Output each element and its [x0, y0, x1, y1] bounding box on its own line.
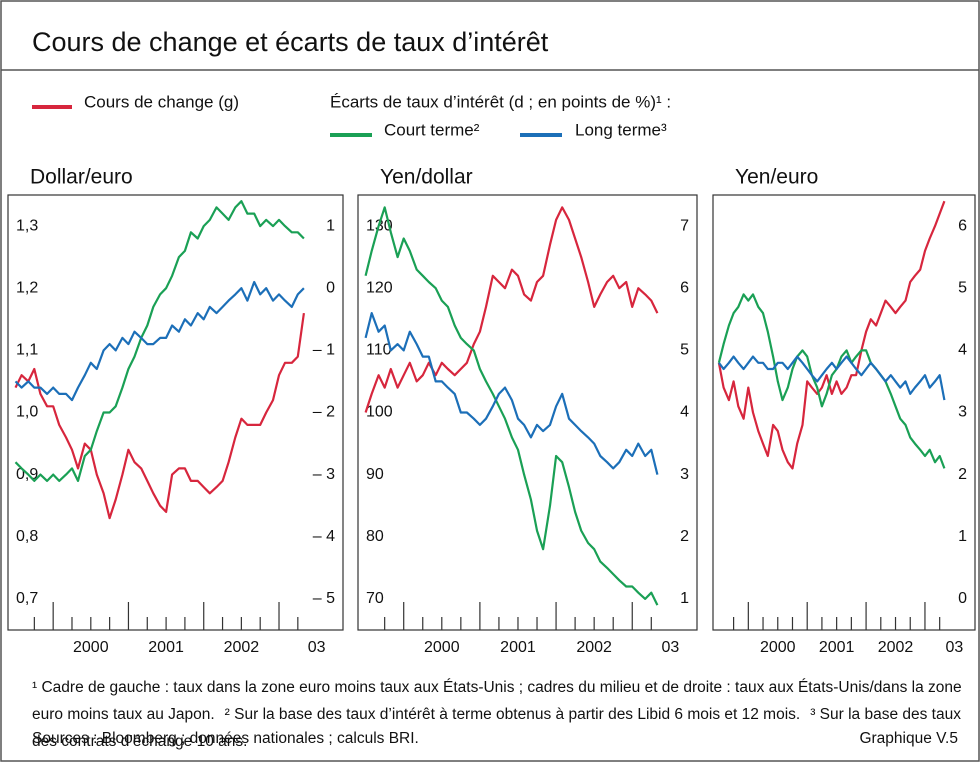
x-tick-label: 2002 — [224, 639, 260, 656]
y2-tick-label: – 4 — [313, 528, 335, 545]
y-tick-label: 70 — [366, 590, 384, 607]
legend-label: Court terme² — [384, 120, 480, 139]
legend-heading: Écarts de taux d’intérêt (d ; en points … — [330, 92, 671, 111]
chart-title: Cours de change et écarts de taux d’inté… — [32, 27, 549, 57]
y-tick-label: 1,1 — [16, 342, 38, 359]
y-tick-label: 1,0 — [16, 404, 38, 421]
footnote: ² Sur la base des taux d’intérêt à terme… — [224, 706, 801, 723]
y2-tick-label: 2 — [958, 466, 967, 483]
figure-label: Graphique V.5 — [859, 730, 958, 747]
y-tick-label: 110 — [366, 342, 392, 359]
x-tick-label: 2001 — [500, 639, 536, 656]
panel-title: Yen/euro — [735, 166, 818, 189]
x-tick-label: 2000 — [424, 639, 460, 656]
y-tick-label: 120 — [366, 279, 393, 296]
x-tick-label: 03 — [661, 639, 679, 656]
y-tick-label: 100 — [366, 404, 393, 421]
panel-title: Yen/dollar — [380, 166, 473, 189]
footnote: ¹ Cadre de gauche : taux dans la zone eu… — [32, 679, 962, 723]
y-tick-label: 1,3 — [16, 217, 38, 234]
y-tick-label: 1,2 — [16, 279, 38, 296]
y2-tick-label: 4 — [958, 342, 967, 359]
y-tick-label: 90 — [366, 466, 384, 483]
panel — [357, 194, 698, 631]
y2-tick-label: 2 — [680, 528, 689, 545]
y2-tick-label: 6 — [680, 279, 689, 296]
series-line — [364, 312, 659, 475]
y2-tick-label: 0 — [326, 279, 335, 296]
y2-tick-label: 7 — [680, 217, 689, 234]
series-line — [718, 355, 946, 401]
y-tick-label: 80 — [366, 528, 384, 545]
y2-tick-label: 3 — [680, 466, 689, 483]
series-line — [717, 200, 946, 470]
x-tick-label: 03 — [308, 639, 326, 656]
panel — [7, 194, 344, 631]
x-tick-label: 03 — [945, 639, 963, 656]
y2-tick-label: – 2 — [313, 404, 335, 421]
x-tick-label: 2000 — [760, 639, 796, 656]
legend-label: Long terme³ — [575, 120, 667, 139]
y2-tick-label: – 1 — [313, 342, 335, 359]
series-line — [364, 206, 659, 606]
y2-tick-label: – 5 — [313, 590, 335, 607]
y2-tick-label: 5 — [958, 279, 967, 296]
x-tick-label: 2000 — [73, 639, 109, 656]
series-line — [364, 206, 659, 413]
y2-tick-label: – 3 — [313, 466, 335, 483]
footnotes: ¹ Cadre de gauche : taux dans la zone eu… — [32, 674, 967, 755]
y2-tick-label: 6 — [958, 217, 967, 234]
series-line — [14, 200, 305, 482]
x-tick-label: 2002 — [878, 639, 914, 656]
y2-tick-label: 1 — [958, 528, 967, 545]
y-tick-label: 0,8 — [16, 528, 38, 545]
x-tick-label: 2001 — [148, 639, 184, 656]
legend-label: Cours de change (g) — [84, 92, 239, 111]
y-tick-label: 0,7 — [16, 590, 38, 607]
footnote: ³ Sur la base des taux des contrats d’éc… — [32, 706, 961, 750]
series-line — [14, 312, 305, 520]
sources: Sources : Bloomberg ; données nationales… — [32, 730, 419, 747]
y2-tick-label: 4 — [680, 404, 689, 421]
y2-tick-label: 0 — [958, 590, 967, 607]
panel — [712, 194, 976, 631]
x-tick-label: 2002 — [576, 639, 612, 656]
y2-tick-label: 5 — [680, 342, 689, 359]
x-tick-label: 2001 — [819, 639, 855, 656]
y2-tick-label: 3 — [958, 404, 967, 421]
series-line — [14, 280, 305, 402]
panel-title: Dollar/euro — [30, 166, 133, 189]
y2-tick-label: 1 — [680, 590, 689, 607]
series-line — [717, 293, 946, 469]
y2-tick-label: 1 — [326, 217, 335, 234]
